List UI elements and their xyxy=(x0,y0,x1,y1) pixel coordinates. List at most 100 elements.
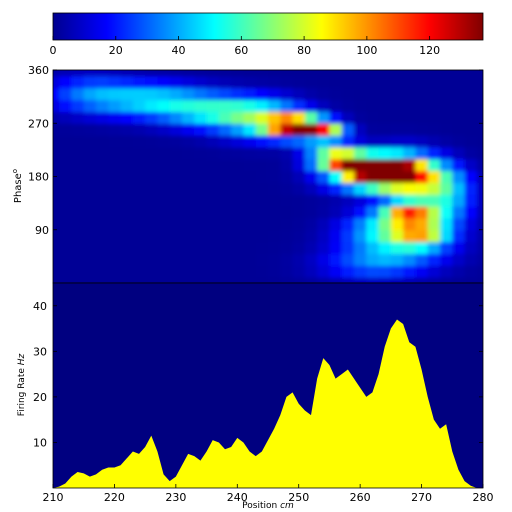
heatmap-cell xyxy=(231,87,245,101)
heatmap-cell xyxy=(182,70,195,77)
heatmap-cell xyxy=(206,111,220,124)
heatmap-cell xyxy=(71,206,85,219)
heatmap-cell xyxy=(292,111,306,124)
heatmap-cell xyxy=(243,75,257,89)
heatmap-cell xyxy=(476,229,483,243)
heatmap-cell xyxy=(280,217,294,231)
heatmap-cell xyxy=(292,135,306,148)
heatmap-cell xyxy=(378,75,392,89)
heatmap-cell xyxy=(194,265,208,278)
heatmap-cell xyxy=(194,99,208,113)
heatmap-cell xyxy=(182,253,195,266)
heatmap-cell xyxy=(317,253,331,266)
heatmap-cell xyxy=(157,123,171,136)
heatmap-cell xyxy=(59,123,73,136)
heatmap-cell xyxy=(378,146,392,160)
heatmap-cell xyxy=(464,70,478,77)
heatmap-cell xyxy=(292,146,306,160)
heatmap-cell xyxy=(390,229,404,243)
heatmap-cell xyxy=(415,194,429,207)
heatmap-cell xyxy=(452,70,466,77)
heatmap-cell xyxy=(476,135,483,148)
heatmap-cell xyxy=(341,99,355,113)
heatmap-cell xyxy=(96,241,109,255)
heatmap-cell xyxy=(108,265,122,278)
heatmap-cell xyxy=(427,123,441,136)
heatmap-cell xyxy=(194,206,208,219)
heatmap-cell xyxy=(83,194,97,207)
heatmap-cell xyxy=(157,206,171,219)
heatmap-cell xyxy=(476,70,483,77)
heatmap-cell xyxy=(268,229,281,243)
heatmap-cell xyxy=(292,277,306,283)
heatmap-cell xyxy=(71,99,85,113)
area-frame xyxy=(52,282,484,489)
heatmap-cell xyxy=(53,146,60,160)
heatmap-cell xyxy=(304,241,318,255)
heatmap-cell xyxy=(464,265,478,278)
heatmap-cell xyxy=(427,241,441,255)
heatmap-cell xyxy=(243,217,257,231)
heatmap-cell xyxy=(452,206,466,219)
heatmap-cell xyxy=(132,99,146,113)
heatmap-cell xyxy=(378,111,392,124)
heatmap-cell xyxy=(71,182,85,195)
heatmap-cell xyxy=(255,146,269,160)
heatmap-cell xyxy=(169,87,183,101)
heatmap-cell xyxy=(231,170,245,184)
heatmap-cell xyxy=(304,277,318,283)
heatmap-cell xyxy=(390,111,404,124)
heatmap-cell xyxy=(403,265,417,278)
heatmap-cell xyxy=(182,194,195,207)
heatmap-cell xyxy=(53,135,60,148)
heatmap-cell xyxy=(354,206,367,219)
heatmap-cell xyxy=(464,158,478,172)
heatmap-cell xyxy=(415,206,429,219)
heatmap-cell xyxy=(427,75,441,89)
heatmap-cell xyxy=(403,206,417,219)
heatmap-cell xyxy=(292,194,306,207)
heatmap-cell xyxy=(218,99,232,113)
colorbar-ticks: 0 20 40 60 80 100 120 xyxy=(50,36,440,57)
heatmap-cell xyxy=(157,170,171,184)
heatmap-cell xyxy=(132,87,146,101)
heatmap-cell xyxy=(317,75,331,89)
heatmap-cell xyxy=(157,194,171,207)
heatmap-cell xyxy=(304,70,318,77)
heatmap-cell xyxy=(96,182,109,195)
heatmap-cell xyxy=(329,111,343,124)
heatmap-cell xyxy=(329,135,343,148)
heatmap-cell xyxy=(378,70,392,77)
heatmap-cell xyxy=(317,229,331,243)
heatmap-cell xyxy=(415,182,429,195)
heatmap-cell xyxy=(194,194,208,207)
heatmap-cell xyxy=(329,170,343,184)
heatmap-cell xyxy=(120,277,134,283)
heatmap-cell xyxy=(53,241,60,255)
heatmap-cell xyxy=(452,241,466,255)
heatmap-cell xyxy=(231,206,245,219)
heatmap-cell xyxy=(59,241,73,255)
heatmap-cell xyxy=(194,70,208,77)
area-y-tick-label: 20 xyxy=(33,391,47,404)
heatmap-cell xyxy=(96,217,109,231)
area-x-tick-label: 250 xyxy=(288,491,309,504)
heatmap-cell xyxy=(440,206,453,219)
heatmap-cell xyxy=(59,135,73,148)
heatmap-cell xyxy=(464,123,478,136)
heatmap-cell xyxy=(108,75,122,89)
heatmap-cell xyxy=(169,253,183,266)
heatmap-cell xyxy=(132,158,146,172)
heatmap-cell xyxy=(243,277,257,283)
heatmap-cell xyxy=(96,123,109,136)
heatmap-cell xyxy=(268,111,281,124)
heatmap-cell xyxy=(354,241,367,255)
heatmap-cell xyxy=(145,87,159,101)
heatmap-cell xyxy=(206,170,220,184)
heatmap-cell xyxy=(452,158,466,172)
heatmap-cell xyxy=(182,241,195,255)
heatmap-cell xyxy=(415,146,429,160)
heatmap-cell xyxy=(427,182,441,195)
heatmap-cell xyxy=(255,206,269,219)
heatmap-cell xyxy=(145,146,159,160)
